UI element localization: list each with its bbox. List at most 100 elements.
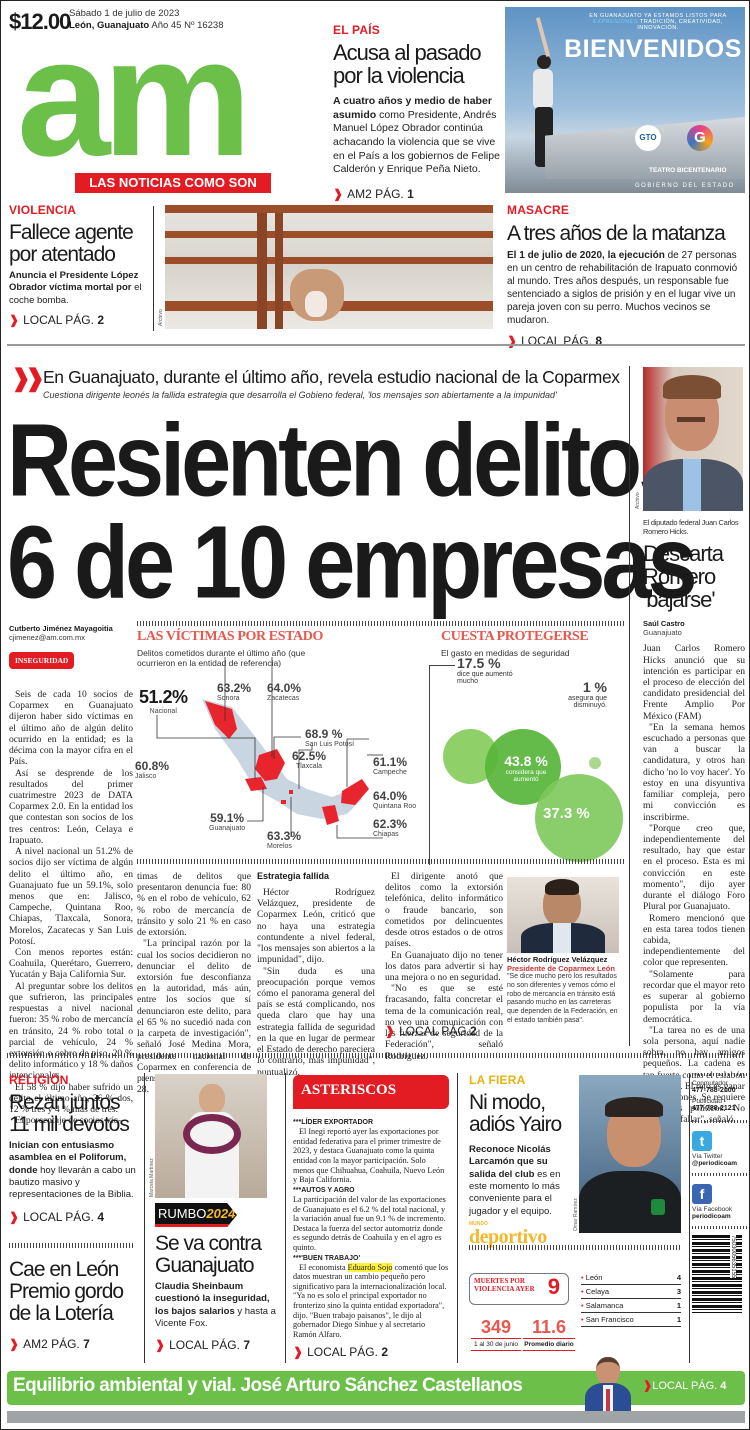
price: $12.00 bbox=[9, 9, 71, 34]
muertes-row: • Celaya 3 bbox=[581, 1285, 681, 1299]
violencia-story[interactable]: VIOLENCIA Fallece agente por atentado An… bbox=[9, 203, 149, 327]
rumbo-ref[interactable]: ❱ LOCAL PÁG. 7 bbox=[155, 1338, 251, 1353]
religion-dek: Inician con entusiasmo asamblea en el Po… bbox=[9, 1140, 136, 1201]
romero-story[interactable]: El diputado federal Juan Carlos Romero H… bbox=[643, 518, 745, 1126]
issue-date: Sábado 1 de julio de 2023 bbox=[69, 8, 180, 19]
facebook-handle[interactable]: periodicoam bbox=[692, 1213, 731, 1220]
logo[interactable]: am bbox=[17, 3, 252, 191]
religion-kicker: RELIGIÓN bbox=[9, 1073, 69, 1087]
section-tag: INSEGURIDAD bbox=[9, 652, 75, 669]
ad-venue: TEATRO BICENTENARIO bbox=[649, 167, 727, 174]
cuesta-chart: CUESTA PROTEGERSE El gasto en medidas de… bbox=[425, 629, 623, 865]
la-fiera-headline[interactable]: Ni modo, adiós Yairo bbox=[469, 1091, 562, 1137]
hector-photo bbox=[507, 877, 619, 953]
rumbo-dek: Claudia Sheinbaum cuestionó la insegurid… bbox=[155, 1281, 276, 1330]
masacre-headline[interactable]: A tres años de la matanza bbox=[507, 222, 726, 245]
twitter-icon[interactable]: t bbox=[692, 1131, 712, 1151]
byline-email[interactable]: cjimenez@am.com.mx bbox=[9, 633, 85, 642]
religion-story[interactable]: RELIGIÓN Rezan juntos 11 mil devotos Ini… bbox=[9, 1073, 141, 1224]
rumbo-badge: RUMBO2024 bbox=[155, 1203, 237, 1227]
el-pais-ref[interactable]: ❱ AM2 PÁG. 1 bbox=[333, 187, 414, 202]
rumbo-headline[interactable]: Se va contra Guanajuato bbox=[155, 1232, 262, 1278]
highlighted-name: Eduardo Sojo bbox=[347, 1262, 393, 1272]
masacre-kicker: MASACRE bbox=[507, 203, 570, 217]
asteriscos-item: ***AUTOS Y AGRO La participación del valo… bbox=[293, 1186, 446, 1252]
ad-title: BIENVENIDOS bbox=[564, 35, 742, 63]
main-headline-2[interactable]: 6 de 10 empresas bbox=[7, 505, 697, 621]
divider bbox=[457, 1073, 458, 1363]
footer-ref[interactable]: ❱LOCAL PÁG. 4 bbox=[643, 1380, 727, 1392]
violencia-kicker: VIOLENCIA bbox=[9, 203, 77, 217]
contact-column: Conmutador 477-788-2100 Publicidad 477-7… bbox=[692, 1073, 748, 1313]
graphic-rule bbox=[137, 859, 625, 864]
asteriscos-item: ***LÍDER EXPORTADOR El Inegi reportó ayer… bbox=[293, 1119, 445, 1185]
loteria-headline[interactable]: Cae en León Premio gordo de la Lotería bbox=[9, 1258, 124, 1326]
facebook-icon[interactable]: f bbox=[692, 1184, 712, 1204]
romero-headline[interactable]: Descarta Romero 'bajarse' bbox=[643, 541, 724, 613]
sanchez-photo bbox=[585, 1357, 631, 1419]
ad-footer: GOBIERNO DEL ESTADO bbox=[635, 183, 735, 189]
main-col-3: Estrategia fallida Héctor Rodríguez Velá… bbox=[257, 871, 375, 1078]
asteriscos-column: ASTERISCOS ***LÍDER EXPORTADOR El Inegi r… bbox=[293, 1075, 449, 1359]
main-headline-1[interactable]: Resienten delitos bbox=[7, 403, 688, 519]
chart-subtitle: Delitos cometidos durante el último año … bbox=[137, 648, 306, 669]
asteriscos-item: ***'BUEN TRABAJO' El economista Eduardo S… bbox=[293, 1254, 449, 1339]
muertes-avg: 11.6 Promedio diario bbox=[523, 1317, 575, 1351]
violencia-dek: Anuncia el Presidente López Obrador víct… bbox=[9, 270, 142, 306]
deportivo-logo[interactable]: MUNDO deportivo bbox=[469, 1221, 547, 1249]
el-pais-kicker: EL PAÍS bbox=[333, 23, 380, 37]
stat-morelos: 63.3% Morelos bbox=[267, 829, 302, 850]
photo-credit: Omar Ramírez bbox=[573, 1198, 579, 1231]
stat-chiapas: 62.3% Chiapas bbox=[373, 817, 408, 838]
muertes-count: 9 bbox=[547, 1274, 560, 1299]
muertes-total: 349 1 al 30 de junio bbox=[471, 1317, 521, 1351]
main-overline-icon: ❱❱ bbox=[11, 365, 45, 392]
stat-slp: 68.9 % San Luis Potosí bbox=[305, 727, 355, 748]
twitter-handle[interactable]: @periodicoam bbox=[692, 1160, 737, 1167]
loteria-story[interactable]: Cae en León Premio gordo de la Lotería ❱… bbox=[9, 1258, 143, 1352]
arrow-icon: ❱ bbox=[9, 313, 20, 328]
stat-guanajuato: 59.1% Guanajuato bbox=[209, 811, 246, 832]
footer-banner-text: Equilibrio ambiental y vial. José Arturo… bbox=[13, 1375, 523, 1396]
ad-banner[interactable]: EN GUANAJUATO YA ESTAMOS LISTOS PARA EXPR… bbox=[505, 7, 745, 193]
dog-photo bbox=[165, 205, 493, 329]
phone-ads[interactable]: 477-788-2121 bbox=[692, 1105, 736, 1112]
stat-1: 1 % asegura que disminuyó. bbox=[568, 679, 607, 709]
photo-credit: Archivo bbox=[158, 309, 164, 326]
el-pais-story[interactable]: EL PAÍS Acusa al pasado por la violencia… bbox=[333, 23, 501, 201]
romero-byline: Saúl Castro bbox=[643, 619, 685, 629]
byline-block: Cutberto Jiménez Mayagoitia cjimenez@am.… bbox=[9, 624, 135, 669]
stat-quintana-roo: 64.0% Quintana Roo bbox=[373, 789, 417, 810]
main-ref[interactable]: ❱ LOCAL PÁG.2 bbox=[385, 1024, 477, 1038]
main-overline: En Guanajuato, durante el último año, re… bbox=[43, 367, 620, 387]
el-pais-dek: A cuatro años y medio de haber asumido c… bbox=[333, 95, 500, 176]
hector-caption: Héctor Rodríguez Velázquez Presidente de… bbox=[507, 955, 618, 1024]
arrow-icon: ❱ bbox=[9, 1337, 20, 1352]
religion-headline[interactable]: Rezan juntos 11 mil devotos bbox=[9, 1091, 130, 1137]
main-col-4: El dirigente anotó que delitos como la e… bbox=[385, 871, 503, 1062]
city: León, Guanajuato bbox=[69, 20, 150, 31]
footer-banner[interactable]: Equilibrio ambiental y vial. José Arturo… bbox=[7, 1371, 745, 1405]
el-pais-headline[interactable]: Acusa al pasado por la violencia bbox=[333, 40, 482, 89]
edition: Año 45 Nº 16238 bbox=[151, 20, 224, 31]
muertes-box: MUERTES POR VIOLENCIA AYER 9 bbox=[469, 1273, 569, 1305]
masacre-story[interactable]: MASACRE A tres años de la matanza El 1 d… bbox=[507, 203, 745, 348]
divider bbox=[153, 206, 154, 331]
rumbo-story[interactable]: Se va contra Guanajuato Claudia Sheinbau… bbox=[155, 1232, 283, 1353]
la-fiera-story[interactable]: LA FIERA Ni modo, adiós Yairo Reconoce N… bbox=[469, 1073, 577, 1247]
violencia-ref[interactable]: ❱ LOCAL PÁG. 2 bbox=[9, 313, 105, 328]
mexico-map bbox=[156, 657, 383, 839]
phone-commutator[interactable]: 477-788-2100 bbox=[692, 1087, 736, 1094]
photo-credit: Marcela Martínez bbox=[149, 1158, 155, 1197]
asteriscos-ref[interactable]: ❱ LOCAL PÁG. 2 bbox=[293, 1345, 389, 1360]
muertes-row: • Salamanca 1 bbox=[581, 1299, 681, 1313]
religion-ref[interactable]: ❱ LOCAL PÁG. 4 bbox=[9, 1209, 105, 1224]
main-subline: Cuestiona dirigente leonés la fallida es… bbox=[43, 390, 557, 400]
loteria-ref[interactable]: ❱ AM2 PÁG. 7 bbox=[9, 1337, 90, 1352]
muertes-row: • San Francisco 1 bbox=[581, 1313, 681, 1327]
bottom-gray-strip bbox=[7, 1411, 745, 1423]
sheinbaum-photo bbox=[155, 1074, 267, 1198]
larcamon-photo bbox=[579, 1075, 681, 1233]
violencia-headline[interactable]: Fallece agente por atentado bbox=[9, 221, 134, 267]
main-col-2: timas de delitos que presentaron denunci… bbox=[137, 871, 251, 1096]
